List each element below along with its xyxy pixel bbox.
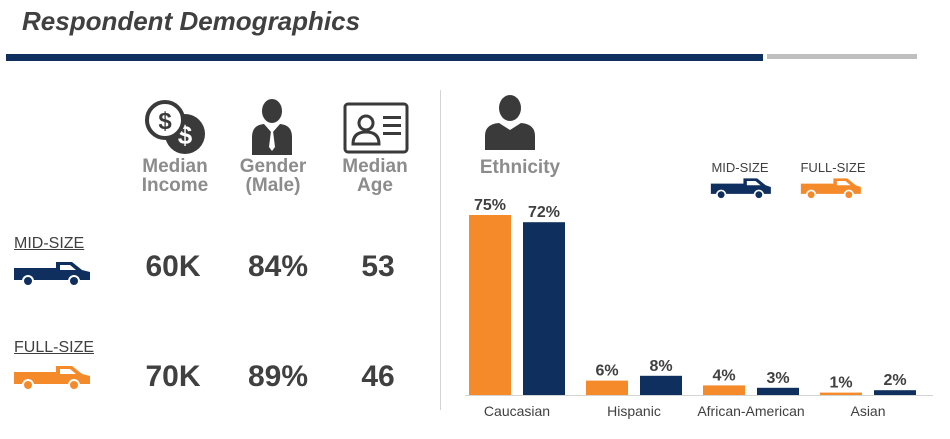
full-size-gender: 89% (247, 360, 309, 393)
truck-icon (14, 366, 90, 390)
category-label: Caucasian (484, 403, 550, 419)
row-label-mid-size: MID-SIZE (14, 235, 85, 252)
data-label: 75% (474, 197, 506, 214)
col-header-age-line1: Median (342, 156, 408, 177)
bar-full-size-hispanic (586, 380, 628, 395)
full-size-income: 70K (145, 360, 201, 393)
truck-icon (800, 178, 861, 200)
title-rule-gray (767, 54, 917, 59)
bar-mid-size-hispanic (640, 375, 682, 395)
bar-mid-size-asian (874, 390, 916, 395)
data-label: 1% (829, 375, 852, 392)
col-header-age: Median Age (330, 157, 420, 195)
mid-size-age: 53 (361, 250, 395, 283)
bar-mid-size-caucasian (523, 222, 565, 395)
data-label: 4% (712, 367, 735, 384)
page-title: Respondent Demographics (22, 6, 361, 36)
legend-label-mid-size: MID-SIZE (711, 160, 769, 175)
data-label: 2% (883, 372, 906, 389)
col-header-gender-line2: (Male) (245, 175, 301, 196)
data-label: 72% (528, 204, 560, 221)
data-label: 6% (595, 363, 618, 380)
category-label: Hispanic (607, 403, 661, 419)
col-header-income-line1: Median (142, 156, 208, 177)
id-card-icon (343, 102, 409, 154)
bar-full-size-asian (820, 392, 862, 395)
full-size-age: 46 (361, 360, 395, 393)
chart-title: Ethnicity (479, 157, 561, 178)
person-suit-icon (252, 99, 292, 155)
svg-text:$: $ (158, 108, 172, 135)
category-label: Asian (850, 403, 885, 419)
col-header-income-line2: Income (141, 175, 209, 196)
legend-label-full-size: FULL-SIZE (800, 160, 866, 175)
section-divider (440, 90, 441, 410)
bar-mid-size-african-american (757, 387, 799, 395)
bar-full-size-caucasian (469, 215, 511, 395)
data-label: 8% (649, 358, 672, 375)
legend-item-full-size: FULL-SIZE (795, 160, 871, 204)
col-header-income: Median Income (130, 157, 220, 195)
money-icon: $ $ (145, 100, 205, 154)
col-header-age-line2: Age (357, 175, 393, 196)
category-label: African-American (697, 403, 804, 419)
col-header-gender: Gender (Male) (228, 157, 318, 195)
bar-full-size-african-american (703, 385, 745, 395)
mid-size-income: 60K (145, 250, 201, 283)
row-label-full-size: FULL-SIZE (14, 339, 95, 356)
ethnicity-chart: 75% 72% Caucasian 6% 8% Hispanic 4% 3% African-A… (465, 197, 933, 419)
person-icon (485, 95, 535, 150)
title-rule (6, 54, 763, 61)
truck-icon (710, 178, 771, 200)
col-header-gender-line1: Gender (239, 156, 307, 177)
legend-item-mid-size: MID-SIZE (705, 160, 775, 204)
truck-icon (14, 262, 90, 286)
mid-size-gender: 84% (247, 250, 309, 283)
data-label: 3% (766, 370, 789, 387)
